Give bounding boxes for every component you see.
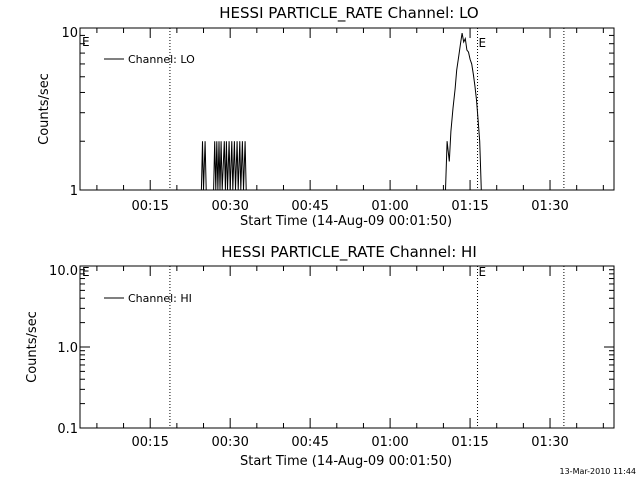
footer-timestamp: 13-Mar-2010 11:44 xyxy=(560,467,637,476)
plot-frame xyxy=(79,265,615,429)
chart-title: HESSI PARTICLE_RATE Channel: LO xyxy=(219,4,478,23)
x-tick-label: 00:30 xyxy=(211,435,248,450)
series-channel-lo xyxy=(200,33,482,191)
x-tick-label: 00:45 xyxy=(291,435,328,450)
chart-title: HESSI PARTICLE_RATE Channel: HI xyxy=(221,243,477,262)
y-tick-label: 0.1 xyxy=(57,422,78,437)
x-tick-label: 00:15 xyxy=(131,435,168,450)
marker-label: E xyxy=(479,265,487,279)
legend-label: Channel: HI xyxy=(128,292,192,305)
x-axis-ticks: 00:15 00:30 00:45 01:00 01:15 01:30 xyxy=(96,266,604,450)
x-tick-label: 00:45 xyxy=(291,199,328,214)
x-tick-label: 00:15 xyxy=(131,199,168,214)
x-tick-label: 01:15 xyxy=(451,199,488,214)
y-tick-label: 10.0 xyxy=(49,264,78,279)
y-axis-label: Counts/sec xyxy=(25,311,40,383)
x-tick-label: 00:30 xyxy=(211,199,248,214)
y-tick-label: 10 xyxy=(61,26,78,41)
y-tick-label: 1.0 xyxy=(57,341,78,356)
y-axis-ticks: 1 10 xyxy=(61,26,614,199)
plot-frame xyxy=(79,27,615,191)
marker-lines: E xyxy=(169,28,565,190)
x-tick-label: 01:00 xyxy=(371,435,408,450)
y-tick-label: 1 xyxy=(70,184,78,199)
legend-label: Channel: LO xyxy=(128,53,195,66)
x-tick-label: 01:00 xyxy=(371,199,408,214)
left-edge-label: E xyxy=(82,35,90,49)
marker-lines: E xyxy=(169,265,565,428)
x-tick-label: 01:15 xyxy=(451,435,488,450)
particle-rate-hi-panel: HESSI PARTICLE_RATE Channel: HI E E 0.1 1… xyxy=(25,243,615,469)
x-axis-ticks: 00:15 00:30 00:45 01:00 01:15 01:30 xyxy=(96,28,604,214)
particle-rate-lo-panel: HESSI PARTICLE_RATE Channel: LO E E 110 … xyxy=(37,4,615,229)
x-axis-label: Start Time (14-Aug-09 00:01:50) xyxy=(240,454,452,469)
x-tick-label: 01:30 xyxy=(531,199,568,214)
series-line xyxy=(445,33,482,191)
marker-label: E xyxy=(479,36,487,50)
x-tick-label: 01:30 xyxy=(531,435,568,450)
left-edge-label: E xyxy=(82,265,90,279)
series-line xyxy=(200,141,247,191)
x-axis-label: Start Time (14-Aug-09 00:01:50) xyxy=(240,214,452,229)
y-axis-label: Counts/sec xyxy=(37,73,52,145)
y-axis-ticks: 0.1 1.0 10.0 xyxy=(49,264,614,437)
